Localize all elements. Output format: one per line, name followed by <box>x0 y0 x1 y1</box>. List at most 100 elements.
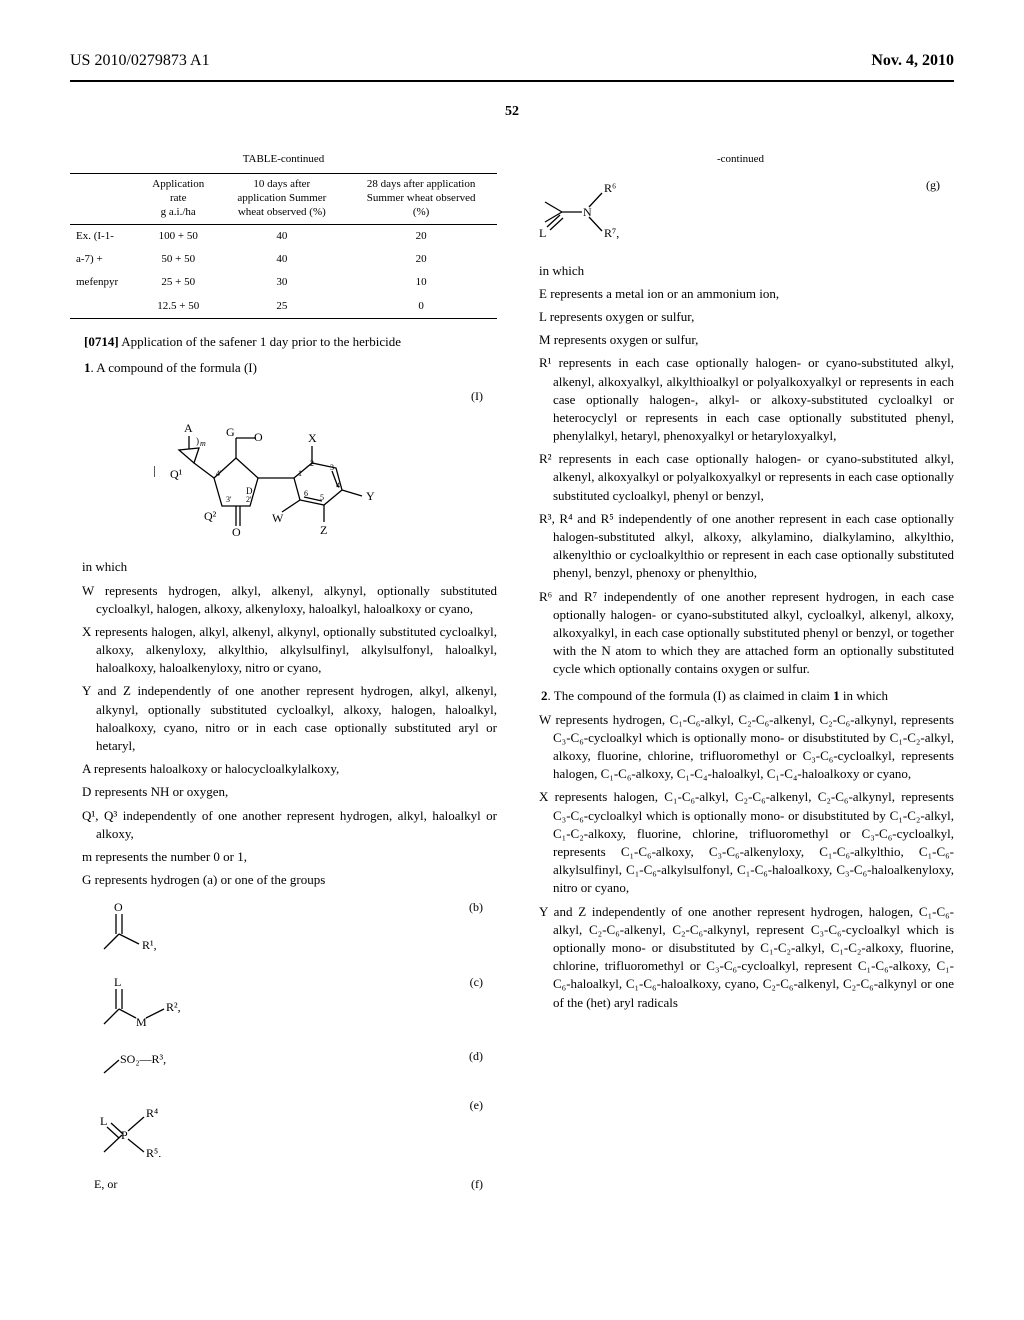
table-row: 12.5 + 50250 <box>70 295 497 319</box>
svg-text:5: 5 <box>320 493 324 502</box>
svg-text:2: 2 <box>310 459 314 468</box>
cell-28days: 20 <box>345 224 497 248</box>
cell-28days: 20 <box>345 248 497 271</box>
in-which-1: in which <box>82 558 497 576</box>
definition-item: M represents oxygen or sulfur, <box>527 331 954 349</box>
svg-text:R¹,: R¹, <box>142 938 157 952</box>
svg-text:SO₂—R³,: SO₂—R³, <box>120 1052 166 1066</box>
claim-2-tail: in which <box>840 688 888 703</box>
definition-item: Q¹, Q³ independently of one another repr… <box>70 807 497 843</box>
svg-text:R⁷,: R⁷, <box>604 226 619 240</box>
label-b: (b) <box>469 899 483 916</box>
definition-item: R¹ represents in each case optionally ha… <box>527 354 954 445</box>
table-header-3: 10 days after application Summer wheat o… <box>218 174 345 224</box>
definition-item: W represents hydrogen, C₁-C₆-alkyl, C₂-C… <box>527 711 954 784</box>
cell-rate: 50 + 50 <box>138 248 218 271</box>
table-title: TABLE-continued <box>70 152 497 167</box>
svg-text:R²,: R², <box>166 1000 181 1014</box>
svg-text:O: O <box>254 430 263 444</box>
structure-g: L N R⁶ R⁷, <box>537 177 637 242</box>
row-label: Ex. (I-1- <box>70 224 138 248</box>
svg-text:2': 2' <box>246 495 252 504</box>
definition-item: X represents halogen, C₁-C₆-alkyl, C₂-C₆… <box>527 788 954 897</box>
page-number: 52 <box>70 102 954 122</box>
label-g: (g) <box>926 177 940 194</box>
definition-item: G represents hydrogen (a) or one of the … <box>70 871 497 889</box>
definition-item: E represents a metal ion or an ammonium … <box>527 285 954 303</box>
claim-2-definitions: W represents hydrogen, C₁-C₆-alkyl, C₂-C… <box>527 711 954 1012</box>
cell-10days: 40 <box>218 248 345 271</box>
cell-28days: 10 <box>345 271 497 294</box>
svg-text:R⁴: R⁴ <box>146 1106 158 1120</box>
table-header-2: Application rate g a.i./ha <box>138 174 218 224</box>
svg-text:N: N <box>583 205 592 219</box>
definition-item: X represents halogen, alkyl, alkenyl, al… <box>70 623 497 678</box>
svg-text:Q¹: Q¹ <box>170 467 183 481</box>
svg-text:M: M <box>136 1015 147 1029</box>
data-table: Application rate g a.i./ha 10 days after… <box>70 173 497 319</box>
group-c: (c) L M R², <box>94 974 497 1034</box>
svg-text:4': 4' <box>216 469 222 478</box>
svg-text:): ) <box>196 436 199 446</box>
page-header: US 2010/0279873 A1 Nov. 4, 2010 <box>70 50 954 72</box>
group-f: (f) E, or <box>94 1176 497 1193</box>
svg-text:6: 6 <box>304 489 308 498</box>
svg-text:Q²: Q² <box>204 509 217 523</box>
in-which-2: in which <box>539 262 954 280</box>
table-row: a-7) +50 + 504020 <box>70 248 497 271</box>
svg-text:A: A <box>184 421 193 435</box>
group-d: (d) SO₂—R³, <box>94 1048 497 1083</box>
definition-item: D represents NH or oxygen, <box>70 783 497 801</box>
table-header-1 <box>70 174 138 224</box>
cell-10days: 40 <box>218 224 345 248</box>
svg-text:Y: Y <box>366 489 375 503</box>
svg-text:1: 1 <box>298 469 302 478</box>
svg-text:O: O <box>232 525 241 538</box>
svg-text:G: G <box>226 425 235 439</box>
row-label: a-7) + <box>70 248 138 271</box>
formula-I-structure: A )m Q¹ Q² G O O D 4' 3' 2' 1 2 3 4 5 <box>154 408 414 538</box>
structure-e: P L R⁴ R⁵, <box>94 1097 184 1157</box>
table-header-4: 28 days after application Summer wheat o… <box>345 174 497 224</box>
svg-text:W: W <box>272 511 284 525</box>
paragraph-text: Application of the safener 1 day prior t… <box>121 334 401 349</box>
continued-label: -continued <box>527 152 954 167</box>
svg-text:4: 4 <box>336 481 340 490</box>
label-c: (c) <box>470 974 483 991</box>
svg-text:m: m <box>200 439 206 448</box>
table-row: mefenpyr25 + 503010 <box>70 271 497 294</box>
row-label <box>70 295 138 319</box>
definition-item: m represents the number 0 or 1, <box>70 848 497 866</box>
label-f: (f) <box>471 1176 483 1193</box>
claim-2-opener: 2. The compound of the formula (I) as cl… <box>527 687 954 705</box>
paragraph-0714: [0714] Application of the safener 1 day … <box>70 333 497 351</box>
f-text: E, or <box>94 1176 497 1193</box>
svg-text:3': 3' <box>226 495 232 504</box>
svg-text:R⁶: R⁶ <box>604 181 616 195</box>
right-column: -continued (g) L N R⁶ R⁷, in whi <box>527 152 954 1207</box>
structure-d: SO₂—R³, <box>94 1048 194 1078</box>
cell-10days: 25 <box>218 295 345 319</box>
row-label: mefenpyr <box>70 271 138 294</box>
paragraph-number: [0714] <box>84 334 119 349</box>
patent-date: Nov. 4, 2010 <box>871 50 954 72</box>
claim-1-opener: 1. A compound of the formula (I) <box>70 359 497 377</box>
definition-item: Y and Z independently of one another rep… <box>70 682 497 755</box>
svg-text:R⁵,: R⁵, <box>146 1146 161 1157</box>
two-column-layout: TABLE-continued Application rate g a.i./… <box>70 152 954 1207</box>
cell-rate: 12.5 + 50 <box>138 295 218 319</box>
formula-I-label: (I) <box>70 388 497 405</box>
definition-item: W represents hydrogen, alkyl, alkenyl, a… <box>70 582 497 618</box>
definition-item: Y and Z independently of one another rep… <box>527 903 954 1012</box>
group-g: (g) L N R⁶ R⁷, <box>537 177 954 247</box>
right-definitions: E represents a metal ion or an ammonium … <box>527 285 954 679</box>
group-b: (b) O R¹, <box>94 899 497 959</box>
svg-text:O: O <box>114 900 123 914</box>
definition-item: L represents oxygen or sulfur, <box>527 308 954 326</box>
cell-10days: 30 <box>218 271 345 294</box>
claim-2-text: . The compound of the formula (I) as cla… <box>548 688 834 703</box>
label-d: (d) <box>469 1048 483 1065</box>
cell-rate: 100 + 50 <box>138 224 218 248</box>
svg-text:L: L <box>539 226 546 240</box>
label-e: (e) <box>470 1097 483 1114</box>
